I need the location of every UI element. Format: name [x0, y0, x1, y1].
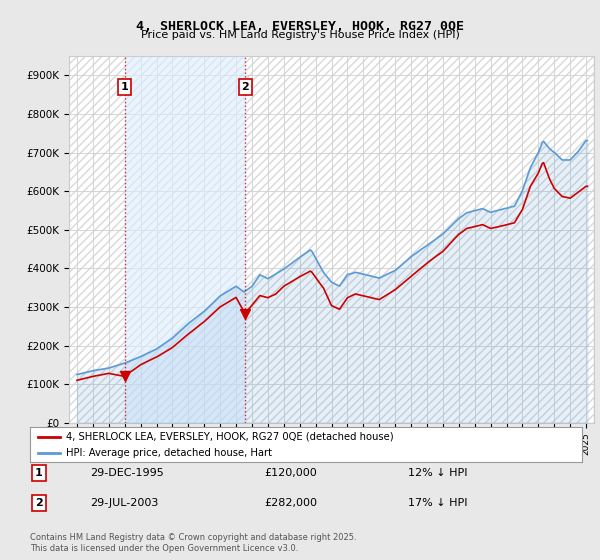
Text: 4, SHERLOCK LEA, EVERSLEY, HOOK, RG27 0QE (detached house): 4, SHERLOCK LEA, EVERSLEY, HOOK, RG27 0Q… — [66, 432, 394, 442]
Text: £282,000: £282,000 — [264, 498, 317, 508]
Text: 4, SHERLOCK LEA, EVERSLEY, HOOK, RG27 0QE: 4, SHERLOCK LEA, EVERSLEY, HOOK, RG27 0Q… — [136, 20, 464, 32]
Text: Contains HM Land Registry data © Crown copyright and database right 2025.
This d: Contains HM Land Registry data © Crown c… — [30, 533, 356, 553]
Text: Price paid vs. HM Land Registry's House Price Index (HPI): Price paid vs. HM Land Registry's House … — [140, 30, 460, 40]
Text: 2: 2 — [241, 82, 249, 92]
Text: 17% ↓ HPI: 17% ↓ HPI — [408, 498, 467, 508]
Text: 29-JUL-2003: 29-JUL-2003 — [90, 498, 158, 508]
Text: 29-DEC-1995: 29-DEC-1995 — [90, 468, 164, 478]
Text: 1: 1 — [121, 82, 128, 92]
Text: £120,000: £120,000 — [264, 468, 317, 478]
Text: 12% ↓ HPI: 12% ↓ HPI — [408, 468, 467, 478]
Bar — [125, 56, 245, 423]
Text: 1: 1 — [35, 468, 43, 478]
Text: 2: 2 — [35, 498, 43, 508]
Text: HPI: Average price, detached house, Hart: HPI: Average price, detached house, Hart — [66, 447, 272, 458]
